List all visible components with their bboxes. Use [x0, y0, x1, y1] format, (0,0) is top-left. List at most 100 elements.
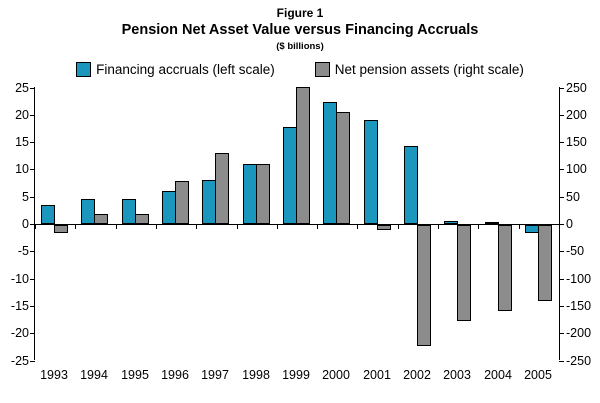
x-axis-labels: 1993 1994 1995 1996 1997 1998 1999 2000 2001 2002…: [34, 366, 560, 384]
x-label-1995: 1995: [121, 368, 149, 382]
bar-net-pension-assets-2004: [498, 225, 512, 311]
bar-net-pension-assets-2003: [457, 225, 471, 321]
legend: Financing accruals (left scale) Net pens…: [0, 57, 600, 81]
right-axis-label-150: 150: [566, 135, 587, 149]
legend-item-net-pension-assets: Net pension assets (right scale): [314, 61, 524, 77]
left-axis-label--15: -15: [10, 299, 29, 313]
bar-net-pension-assets-2000: [336, 112, 350, 224]
bar-net-pension-assets-2002: [417, 225, 431, 346]
x-label-2001: 2001: [363, 368, 391, 382]
x-label-2002: 2002: [403, 368, 431, 382]
bar-financing-accruals-2005: [525, 225, 539, 233]
right-axis-label-250: 250: [566, 81, 587, 95]
bar-net-pension-assets-2005: [538, 225, 552, 301]
right-tick-200: [559, 115, 564, 116]
bar-net-pension-assets-1998: [256, 164, 270, 224]
left-axis-label--25: -25: [10, 354, 29, 368]
category-tick-1: [75, 225, 76, 229]
x-label-2000: 2000: [322, 368, 350, 382]
bar-financing-accruals-1998: [243, 164, 257, 224]
x-label-2004: 2004: [484, 368, 512, 382]
x-label-1999: 1999: [282, 368, 310, 382]
category-tick-12: [519, 225, 520, 229]
right-axis-label-50: 50: [566, 190, 580, 204]
x-label-1993: 1993: [40, 368, 68, 382]
bar-financing-accruals-1997: [202, 180, 216, 224]
right-axis-labels: 250 200 150 100 50 0 -50 -100 -150 -200 -250: [560, 81, 600, 368]
chart-subtitle: ($ billions): [276, 41, 324, 52]
bar-financing-accruals-1999: [283, 127, 297, 224]
left-tick--10: [30, 279, 35, 280]
bar-net-pension-assets-1999: [296, 87, 310, 224]
left-axis-label-20: 20: [15, 108, 29, 122]
x-label-1998: 1998: [242, 368, 270, 382]
left-tick-20: [30, 115, 35, 116]
bar-net-pension-assets-1997: [215, 153, 229, 224]
right-axis-label-200: 200: [566, 108, 587, 122]
bar-net-pension-assets-1993: [54, 225, 68, 233]
left-axis-label-15: 15: [15, 135, 29, 149]
right-tick-0: [559, 224, 564, 225]
category-tick-11: [478, 225, 479, 229]
bar-financing-accruals-2004: [485, 222, 499, 224]
category-tick-6: [277, 225, 278, 229]
left-axis-label--20: -20: [10, 326, 29, 340]
x-label-1997: 1997: [201, 368, 229, 382]
x-label-2003: 2003: [443, 368, 471, 382]
bar-financing-accruals-2000: [323, 102, 337, 224]
bar-financing-accruals-1995: [122, 199, 136, 224]
right-tick-250: [559, 88, 564, 89]
legend-label-financing-accruals: Financing accruals (left scale): [96, 61, 275, 77]
x-axis: 1993 1994 1995 1996 1997 1998 1999 2000 2001 2002…: [0, 366, 600, 384]
right-tick--50: [559, 251, 564, 252]
x-label-1996: 1996: [161, 368, 189, 382]
right-axis-label--150: -150: [566, 299, 592, 313]
left-axis-label-5: 5: [22, 190, 29, 204]
x-label-1994: 1994: [80, 368, 108, 382]
left-tick--25: [30, 361, 35, 362]
right-tick--200: [559, 333, 564, 334]
bar-financing-accruals-2002: [404, 146, 418, 224]
category-tick-4: [196, 225, 197, 229]
bar-financing-accruals-2001: [364, 120, 378, 224]
legend-swatch-net-pension-assets: [314, 61, 330, 77]
category-tick-2: [116, 225, 117, 229]
x-label-2005: 2005: [524, 368, 552, 382]
left-axis-label-0: 0: [22, 217, 29, 231]
right-tick-100: [559, 169, 564, 170]
chart-title: Pension Net Asset Value versus Financing…: [121, 22, 479, 38]
bar-net-pension-assets-1995: [135, 214, 149, 224]
bar-financing-accruals-2003: [444, 221, 458, 224]
right-tick--250: [559, 361, 564, 362]
left-axis-label-10: 10: [15, 162, 29, 176]
legend-label-net-pension-assets: Net pension assets (right scale): [334, 61, 524, 77]
plot-area: [30, 87, 564, 362]
category-tick-7: [317, 225, 318, 229]
right-axis-label--50: -50: [566, 244, 585, 258]
figure-number: Figure 1: [276, 6, 324, 20]
right-tick--150: [559, 306, 564, 307]
left-tick-0: [30, 224, 35, 225]
right-tick-150: [559, 142, 564, 143]
bar-net-pension-assets-1996: [175, 181, 189, 224]
left-tick-25: [30, 88, 35, 89]
right-axis-label-0: 0: [566, 217, 573, 231]
category-tick-8: [357, 225, 358, 229]
right-tick--100: [559, 279, 564, 280]
left-tick-15: [30, 142, 35, 143]
left-axis-labels: 25 20 15 10 5 0 -5 -10 -15 -20 -25: [0, 81, 34, 368]
left-axis-label--5: -5: [17, 244, 29, 258]
category-tick-3: [156, 225, 157, 229]
left-axis-label-25: 25: [15, 81, 29, 95]
category-tick-9: [398, 225, 399, 229]
legend-item-financing-accruals: Financing accruals (left scale): [76, 61, 275, 77]
legend-swatch-financing-accruals: [76, 61, 92, 77]
zero-axis-line: [35, 224, 559, 225]
left-axis-label--10: -10: [10, 272, 29, 286]
category-tick-0: [35, 225, 36, 229]
left-tick-10: [30, 169, 35, 170]
bar-financing-accruals-1994: [81, 199, 95, 224]
right-axis-label--200: -200: [566, 326, 592, 340]
category-tick-13: [559, 225, 560, 229]
